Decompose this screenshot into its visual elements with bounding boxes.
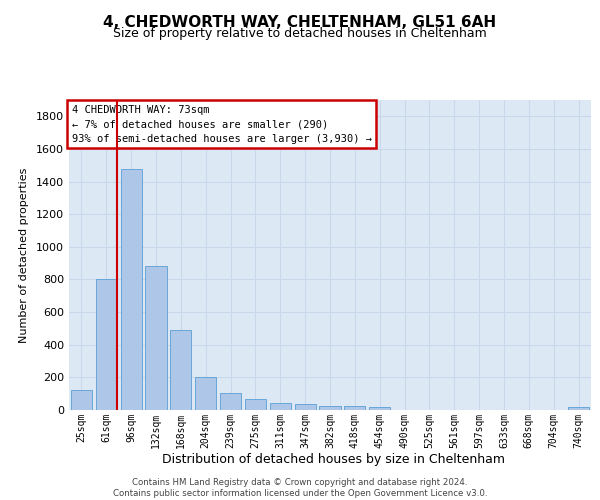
Bar bbox=[319, 406, 341, 410]
Bar bbox=[121, 170, 142, 410]
Bar bbox=[295, 404, 316, 410]
Text: Distribution of detached houses by size in Cheltenham: Distribution of detached houses by size … bbox=[161, 452, 505, 466]
Text: Contains HM Land Registry data © Crown copyright and database right 2024.
Contai: Contains HM Land Registry data © Crown c… bbox=[113, 478, 487, 498]
Bar bbox=[96, 280, 117, 410]
Bar bbox=[71, 390, 92, 410]
Bar bbox=[270, 404, 291, 410]
Bar bbox=[170, 330, 191, 410]
Text: 4, CHEDWORTH WAY, CHELTENHAM, GL51 6AH: 4, CHEDWORTH WAY, CHELTENHAM, GL51 6AH bbox=[103, 15, 497, 30]
Y-axis label: Number of detached properties: Number of detached properties bbox=[19, 168, 29, 342]
Text: Size of property relative to detached houses in Cheltenham: Size of property relative to detached ho… bbox=[113, 28, 487, 40]
Bar bbox=[220, 393, 241, 410]
Bar bbox=[145, 266, 167, 410]
Bar bbox=[344, 406, 365, 410]
Bar bbox=[568, 407, 589, 410]
Bar bbox=[369, 407, 390, 410]
Bar bbox=[245, 400, 266, 410]
Bar bbox=[195, 376, 216, 410]
Text: 4 CHEDWORTH WAY: 73sqm
← 7% of detached houses are smaller (290)
93% of semi-det: 4 CHEDWORTH WAY: 73sqm ← 7% of detached … bbox=[71, 104, 371, 144]
